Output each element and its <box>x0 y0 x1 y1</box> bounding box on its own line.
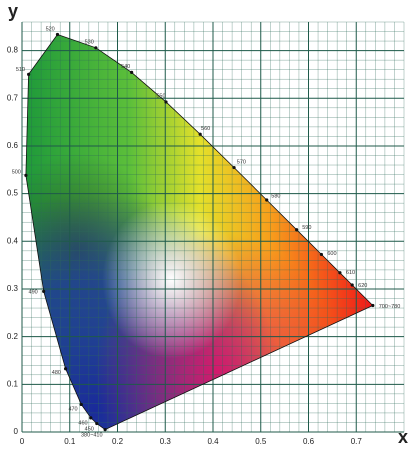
wavelength-label: 530 <box>85 40 94 46</box>
wavelength-label: 590 <box>302 225 311 231</box>
locus-point <box>232 165 236 170</box>
locus-point <box>371 303 375 308</box>
y-tick-label: 0.8 <box>7 46 19 55</box>
wavelength-label: 490 <box>29 290 38 296</box>
locus-point <box>24 173 28 177</box>
locus-point <box>130 70 134 74</box>
locus-point <box>63 367 68 371</box>
wavelength-label: 700~780 <box>379 304 401 310</box>
y-axis-label: y <box>8 1 18 21</box>
y-tick-label: 0.4 <box>7 236 19 245</box>
wavelength-label: 510 <box>16 67 25 73</box>
x-tick-label: 0.3 <box>160 437 172 446</box>
wavelength-label: 520 <box>46 27 55 33</box>
gamut-fill <box>25 34 373 430</box>
y-tick-label: 0.1 <box>7 379 19 388</box>
y-tick-label: 0.3 <box>7 284 19 293</box>
y-tick-label: 0.6 <box>7 141 19 150</box>
x-tick-label: 0.7 <box>351 437 363 446</box>
x-tick-label: 0.6 <box>303 437 315 446</box>
wavelength-label: 560 <box>201 126 210 132</box>
x-tick-label: 0.4 <box>207 437 219 446</box>
wavelength-label: 580 <box>271 194 280 200</box>
y-tick-label: 0.7 <box>7 93 19 102</box>
locus-point <box>319 252 323 257</box>
locus-point <box>55 32 60 37</box>
color-layer <box>25 34 373 430</box>
locus-point <box>89 416 93 420</box>
locus-point <box>27 72 31 76</box>
locus-point <box>265 198 269 202</box>
x-tick-label: 0.2 <box>112 437 124 446</box>
wavelength-label: 610 <box>346 270 355 276</box>
wavelength-label: 600 <box>327 251 336 257</box>
y-tick-label: 0.5 <box>7 189 19 198</box>
locus-point <box>42 289 46 293</box>
wavelength-label: 550 <box>156 93 165 99</box>
x-tick-label: 0.5 <box>255 437 267 446</box>
locus-point <box>295 228 299 232</box>
x-tick-label: 0.1 <box>64 437 76 446</box>
wavelength-label: 450 <box>85 426 94 432</box>
wavelength-label: 500 <box>12 170 21 176</box>
wavelength-label: 380~410 <box>81 432 103 438</box>
wavelength-label: 460 <box>78 420 87 426</box>
locus-point <box>79 402 83 407</box>
wavelength-label: 540 <box>121 64 130 70</box>
wavelength-label: 470 <box>68 407 77 413</box>
wavelength-label: 570 <box>237 160 246 166</box>
y-tick-label: 0.2 <box>7 332 19 341</box>
x-tick-label: 0 <box>20 437 25 446</box>
wavelength-label: 480 <box>52 370 61 376</box>
locus-point <box>198 132 202 136</box>
locus-point <box>338 271 342 275</box>
wavelength-label: 620 <box>358 283 367 289</box>
locus-point <box>164 100 168 104</box>
locus-point <box>103 428 107 432</box>
x-axis-label: x <box>398 427 408 447</box>
locus-point <box>95 421 99 426</box>
y-tick-label: 0 <box>14 427 19 436</box>
locus-point <box>94 46 98 50</box>
locus-point <box>350 283 354 287</box>
